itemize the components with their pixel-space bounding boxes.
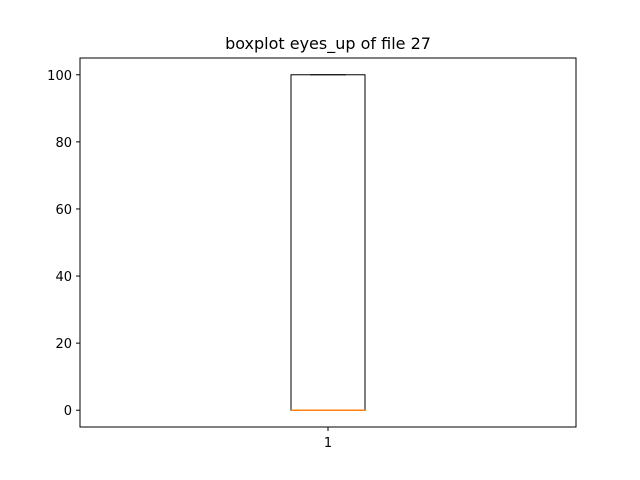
box-iqr — [290, 74, 366, 411]
y-tick-label: 40 — [55, 270, 72, 285]
plot-area — [290, 74, 366, 411]
x-axis: 1 — [324, 427, 332, 451]
axes-frame — [79, 57, 577, 428]
y-tick-label: 20 — [55, 337, 72, 352]
y-tick-label: 60 — [55, 203, 72, 218]
y-axis: 0 20 40 60 80 100 — [47, 69, 80, 419]
y-tick-label: 0 — [64, 404, 72, 419]
y-tick-label: 80 — [55, 136, 72, 151]
y-tick-label: 100 — [47, 69, 72, 84]
chart-title: boxplot eyes_up of file 27 — [225, 34, 431, 54]
x-tick-label: 1 — [324, 436, 332, 451]
